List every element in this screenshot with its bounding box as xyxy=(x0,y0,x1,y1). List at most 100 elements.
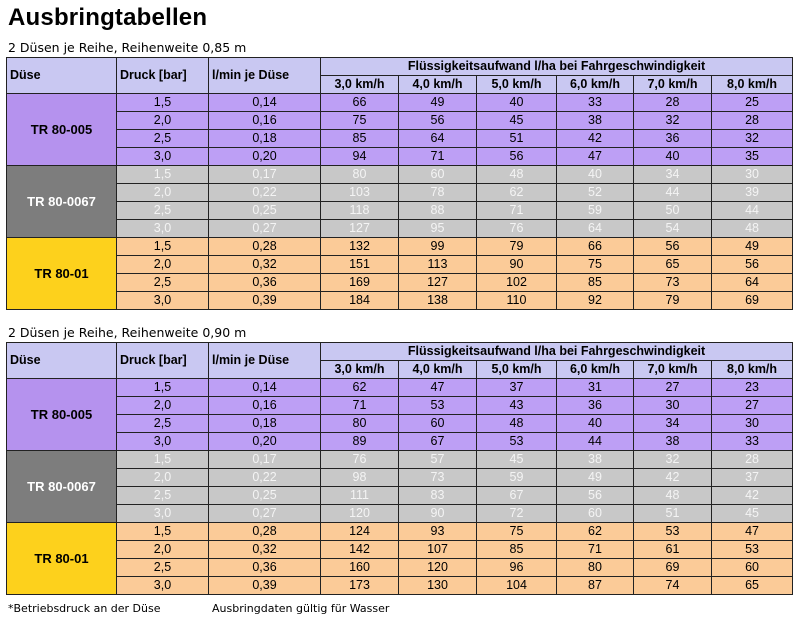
rate-cell: 69 xyxy=(633,558,712,577)
table-1-subtitle: 2 Düsen je Reihe, Reihenweite 0,85 m xyxy=(8,40,247,55)
rate-cell: 48 xyxy=(476,414,557,433)
pressure-cell: 2,5 xyxy=(116,414,209,433)
nozzle-label: TR 80-01 xyxy=(6,522,117,595)
rate-cell: 90 xyxy=(476,255,557,274)
pressure-cell: 2,0 xyxy=(116,255,209,274)
rate-cell: 65 xyxy=(633,255,712,274)
header-row: Düse Druck [bar] l/min je Düse Flüssigkeits… xyxy=(6,57,794,94)
flow-cell: 0,18 xyxy=(208,414,321,433)
rate-cell: 28 xyxy=(710,450,794,469)
rate-cell: 43 xyxy=(476,396,557,415)
col-header-rate-group: Flüssigkeitsaufwand l/ha bei Fahrgeschwi… xyxy=(319,57,794,76)
rate-cell: 32 xyxy=(633,450,712,469)
nozzle-label: TR 80-0067 xyxy=(6,450,117,523)
rate-cell: 56 xyxy=(710,255,794,274)
rate-cell: 88 xyxy=(398,201,477,220)
rate-cell: 30 xyxy=(710,414,794,433)
col-header-flow: l/min je Düse xyxy=(208,342,321,379)
rate-cell: 138 xyxy=(398,291,477,310)
col-header-rate-group: Flüssigkeitsaufwand l/ha bei Fahrgeschwi… xyxy=(319,342,794,361)
rate-cell: 67 xyxy=(476,486,557,505)
rate-cell: 40 xyxy=(633,147,712,166)
rate-cell: 30 xyxy=(710,165,794,184)
rate-cell: 44 xyxy=(633,183,712,202)
flow-cell: 0,20 xyxy=(208,432,321,451)
rate-cell: 69 xyxy=(710,291,794,310)
rate-cell: 51 xyxy=(476,129,557,148)
footnote-water-validity: Ausbringdaten gültig für Wasser xyxy=(212,602,390,615)
rate-cell: 99 xyxy=(398,237,477,256)
rate-cell: 56 xyxy=(476,147,557,166)
rate-cell: 75 xyxy=(476,522,557,541)
rate-cell: 25 xyxy=(710,93,794,112)
header-row: Düse Druck [bar] l/min je Düse Flüssigkeits… xyxy=(6,342,794,379)
rate-cell: 30 xyxy=(633,396,712,415)
rate-cell: 76 xyxy=(476,219,557,238)
table-row: 2,0 0,22 103 78 62 52 44 39 xyxy=(7,183,794,202)
rate-cell: 111 xyxy=(320,486,399,505)
rate-cell: 62 xyxy=(320,378,399,397)
table-row: TR 80-005 1,5 0,14 66 49 40 33 28 25 xyxy=(6,93,794,166)
rate-cell: 48 xyxy=(710,219,794,238)
pressure-cell: 2,5 xyxy=(116,129,209,148)
table-row: 3,0 0,20 94 71 56 47 40 35 xyxy=(7,147,794,166)
rate-cell: 98 xyxy=(320,468,399,487)
rate-cell: 113 xyxy=(398,255,477,274)
rate-cell: 75 xyxy=(556,255,634,274)
rate-cell: 36 xyxy=(633,129,712,148)
rate-cell: 80 xyxy=(320,414,399,433)
pressure-cell: 1,5 xyxy=(116,165,209,184)
col-header-nozzle: Düse xyxy=(6,342,117,379)
table-2-subtitle: 2 Düsen je Reihe, Reihenweite 0,90 m xyxy=(8,325,247,340)
pressure-cell: 2,0 xyxy=(116,468,209,487)
rate-cell: 64 xyxy=(710,273,794,292)
table-row: 2,0 0,16 71 53 43 36 30 27 xyxy=(7,396,794,415)
pressure-cell: 3,0 xyxy=(116,291,209,310)
pressure-cell: 2,0 xyxy=(116,183,209,202)
rate-cell: 120 xyxy=(320,504,399,523)
nozzle-label: TR 80-0067 xyxy=(6,165,117,238)
flow-cell: 0,22 xyxy=(208,468,321,487)
flow-cell: 0,18 xyxy=(208,129,321,148)
rate-cell: 36 xyxy=(556,396,634,415)
rate-cell: 132 xyxy=(320,237,399,256)
footnote-operating-pressure: *Betriebsdruck an der Düse xyxy=(8,602,161,615)
rate-cell: 60 xyxy=(398,414,477,433)
nozzle-label: TR 80-005 xyxy=(6,93,117,166)
table-row: TR 80-01 1,5 0,28 132 99 79 66 56 49 xyxy=(6,237,794,310)
table-row: 2,5 0,18 80 60 48 40 34 30 xyxy=(7,414,794,433)
pressure-cell: 1,5 xyxy=(116,378,209,397)
rate-cell: 47 xyxy=(710,522,794,541)
col-header-speed: 6,0 km/h xyxy=(556,75,634,94)
rate-cell: 53 xyxy=(476,432,557,451)
flow-cell: 0,32 xyxy=(208,540,321,559)
rate-cell: 60 xyxy=(556,504,634,523)
rate-cell: 160 xyxy=(320,558,399,577)
rate-cell: 76 xyxy=(320,450,399,469)
rate-cell: 142 xyxy=(320,540,399,559)
rate-cell: 33 xyxy=(710,432,794,451)
pressure-cell: 1,5 xyxy=(116,522,209,541)
rate-cell: 49 xyxy=(556,468,634,487)
pressure-cell: 2,5 xyxy=(116,486,209,505)
rate-cell: 66 xyxy=(320,93,399,112)
flow-cell: 0,16 xyxy=(208,111,321,130)
rate-cell: 38 xyxy=(556,111,634,130)
pressure-cell: 3,0 xyxy=(116,504,209,523)
rate-cell: 48 xyxy=(476,165,557,184)
rate-cell: 45 xyxy=(476,450,557,469)
rate-cell: 47 xyxy=(556,147,634,166)
rate-cell: 35 xyxy=(710,147,794,166)
flow-cell: 0,39 xyxy=(208,291,321,310)
table-row: 2,5 0,36 169 127 102 85 73 64 xyxy=(7,273,794,292)
rate-cell: 40 xyxy=(476,93,557,112)
table-row: 2,5 0,36 160 120 96 80 69 60 xyxy=(7,558,794,577)
pressure-cell: 2,0 xyxy=(116,540,209,559)
rate-cell: 127 xyxy=(320,219,399,238)
spray-rate-table-090: Düse Druck [bar] l/min je Düse Flüssigkeits… xyxy=(6,342,794,595)
table-row: 2,0 0,16 75 56 45 38 32 28 xyxy=(7,111,794,130)
flow-cell: 0,32 xyxy=(208,255,321,274)
rate-cell: 104 xyxy=(476,576,557,595)
col-header-pressure: Druck [bar] xyxy=(116,57,209,94)
rate-cell: 67 xyxy=(398,432,477,451)
